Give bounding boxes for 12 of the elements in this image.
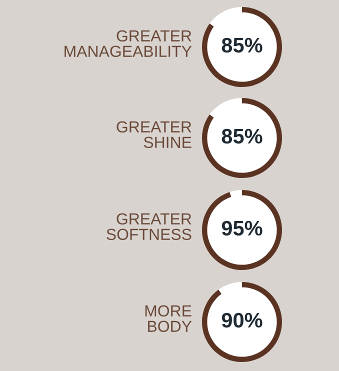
donut-slice	[202, 7, 282, 87]
text: GREATER SHINE	[116, 121, 192, 148]
donut-slice	[202, 190, 282, 270]
donut-slice	[202, 282, 282, 362]
data-label: 85%	[222, 128, 262, 144]
data-label: 90%	[222, 312, 262, 328]
text: MORE BODY	[145, 305, 192, 332]
data-label: 85%	[222, 38, 262, 53]
text: GREATER MANAGEABILITY	[64, 30, 192, 58]
data-label: 95%	[222, 220, 262, 236]
donut-slice	[202, 98, 282, 178]
text: GREATER SOFTNESS	[106, 213, 192, 240]
